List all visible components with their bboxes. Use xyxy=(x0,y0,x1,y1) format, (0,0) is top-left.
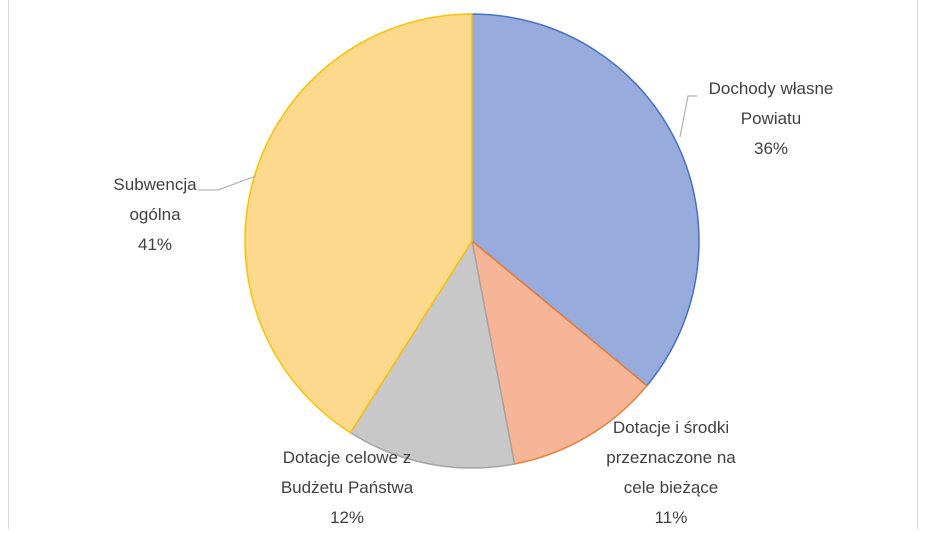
pie-slice xyxy=(244,13,473,434)
data-label: Dotacje celowe z Budżetu Państwa 12% xyxy=(257,443,437,533)
value-label: 11% xyxy=(654,508,688,527)
pie xyxy=(244,13,700,469)
category-label: Subwencja ogólna xyxy=(113,175,197,224)
pie-slice xyxy=(470,239,648,465)
chart-border xyxy=(8,0,918,529)
leader-line xyxy=(679,95,697,138)
category-label: Dochody własne Powiatu xyxy=(708,79,834,128)
data-label: Subwencja ogólna 41% xyxy=(100,170,210,260)
leader-line xyxy=(198,175,257,191)
value-label: 36% xyxy=(753,139,789,158)
data-label: Dotacje i środki przeznaczone na cele bi… xyxy=(591,413,751,533)
data-label: Dochody własne Powiatu 36% xyxy=(686,74,856,164)
value-label: 12% xyxy=(329,508,365,527)
category-label: Dotacje celowe z Budżetu Państwa xyxy=(280,448,414,497)
category-label: Dotacje i środki przeznaczone na cele bi… xyxy=(606,418,736,497)
value-label: 41% xyxy=(137,235,173,254)
pie-slice xyxy=(471,13,700,387)
pie-slice xyxy=(349,238,516,469)
